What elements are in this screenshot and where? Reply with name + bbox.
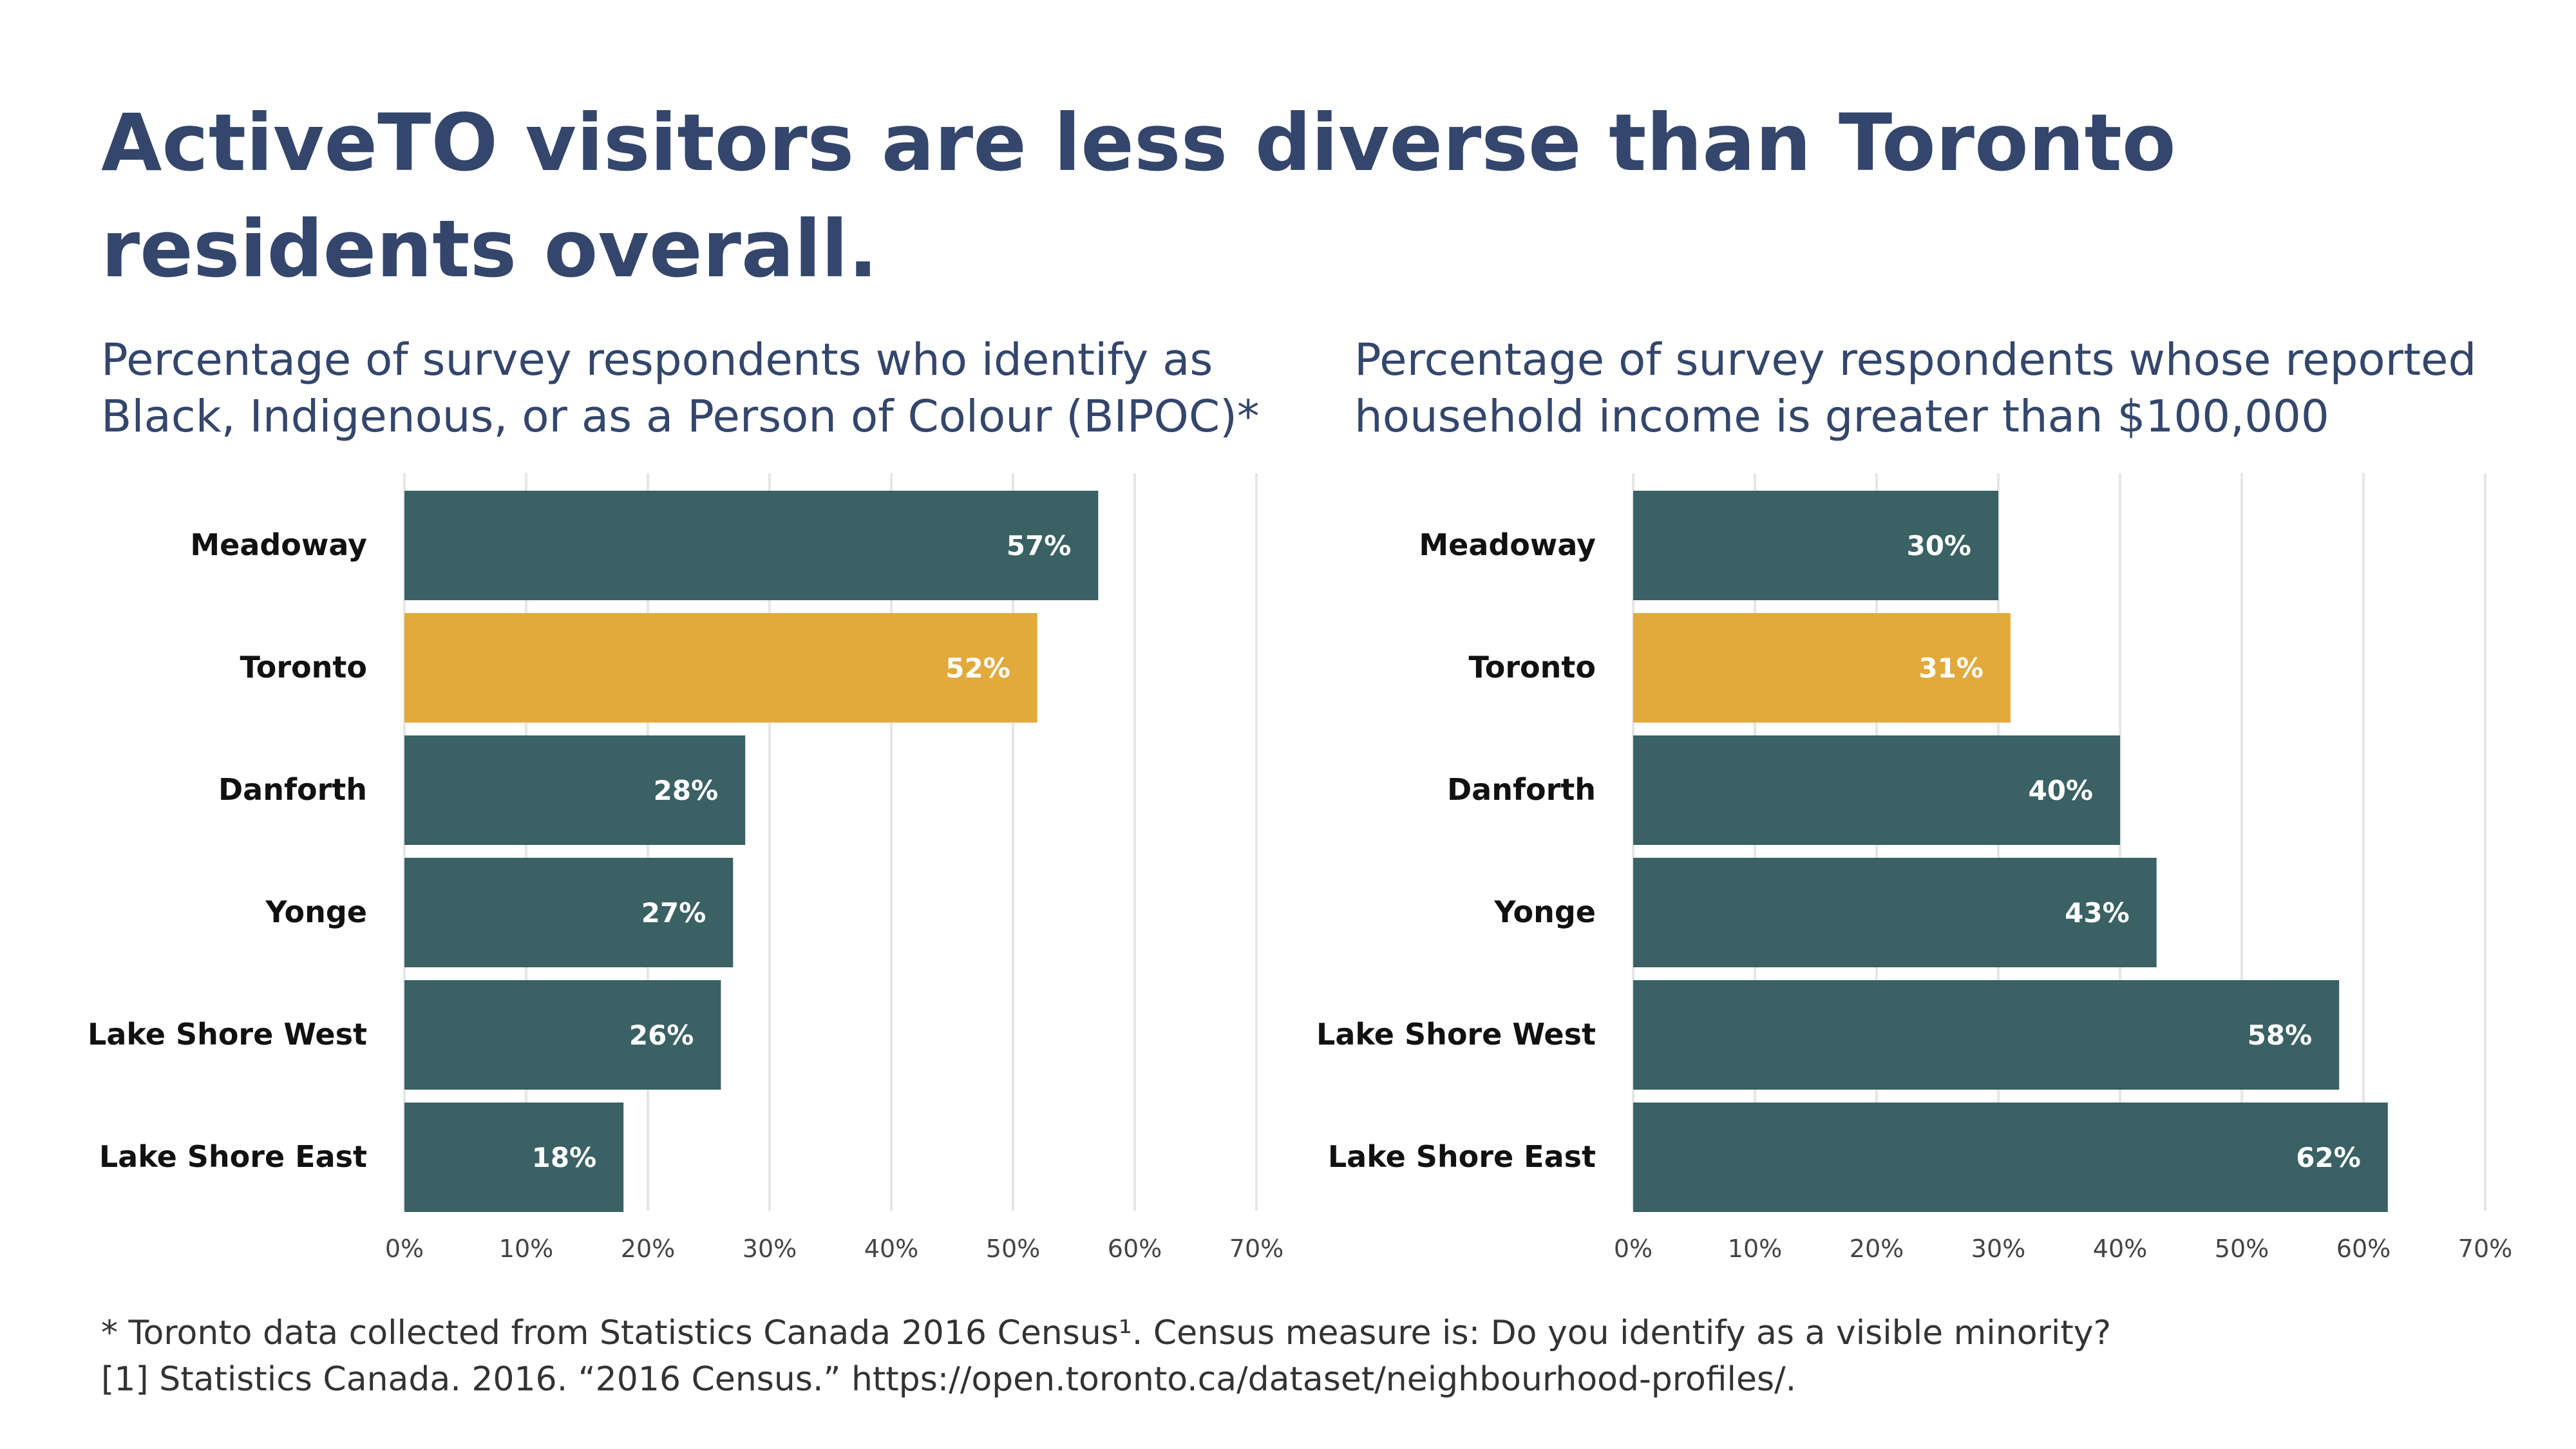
income-bar-chart: 0% 10% 20% 30% 40% 50% 60% 70% Meadoway 30% Toront… xyxy=(1316,473,2512,1263)
income-x-tick-label: 50% xyxy=(2215,1235,2269,1263)
bipoc-category-label: Toronto xyxy=(240,650,368,685)
income-x-tick-label: 10% xyxy=(1728,1235,1782,1263)
income-x-tick-label: 30% xyxy=(1971,1235,2025,1263)
page-title: ActiveTO visitors are less diverse than … xyxy=(101,97,2176,295)
bipoc-category-label: Lake Shore East xyxy=(99,1139,367,1174)
income-value-label: 58% xyxy=(2248,1019,2313,1051)
bipoc-bar-yonge xyxy=(404,858,734,967)
income-value-label: 30% xyxy=(1906,530,1971,562)
income-x-tick-label: 0% xyxy=(1614,1235,1653,1263)
income-category-label: Yonge xyxy=(1493,895,1596,929)
income-category-label: Meadoway xyxy=(1419,527,1596,562)
bipoc-value-label: 27% xyxy=(641,897,706,929)
chart-subtitle-income: Percentage of survey respondents whose r… xyxy=(1354,334,2477,442)
bipoc-category-label: Lake Shore West xyxy=(88,1017,367,1052)
income-value-label: 31% xyxy=(1918,652,1984,684)
bipoc-category-label: Yonge xyxy=(265,895,367,929)
income-bar-lake-shore-west xyxy=(1633,980,2340,1090)
bipoc-x-tick-label: 30% xyxy=(743,1235,797,1263)
income-bar-yonge xyxy=(1633,858,2157,967)
chart-subtitle-bipoc: Percentage of survey respondents who ide… xyxy=(101,334,1260,442)
bipoc-x-tick-label: 60% xyxy=(1108,1235,1162,1263)
income-x-tick-label: 20% xyxy=(1850,1235,1904,1263)
bipoc-bar-toronto xyxy=(404,613,1037,723)
income-bar-meadoway xyxy=(1633,491,1998,600)
bipoc-x-tick-label: 40% xyxy=(864,1235,918,1263)
income-x-tick-label: 40% xyxy=(2093,1235,2147,1263)
income-category-label: Lake Shore West xyxy=(1316,1017,1596,1052)
bipoc-bar-chart: 0% 10% 20% 30% 40% 50% 60% 70% Meadoway 57% Toront… xyxy=(88,473,1283,1263)
bipoc-x-tick-label: 50% xyxy=(986,1235,1040,1263)
income-category-label: Toronto xyxy=(1469,650,1596,685)
income-bar-danforth xyxy=(1633,735,2120,845)
bipoc-bar-lake-shore-east xyxy=(404,1103,624,1212)
bipoc-bar-lake-shore-west xyxy=(404,980,721,1090)
income-value-label: 62% xyxy=(2296,1142,2361,1173)
footnote-census: * Toronto data collected from Statistics… xyxy=(101,1314,2112,1352)
income-value-label: 43% xyxy=(2065,897,2130,929)
income-category-label: Lake Shore East xyxy=(1328,1139,1596,1174)
bipoc-x-tick-label: 70% xyxy=(1229,1235,1283,1263)
bipoc-value-label: 18% xyxy=(532,1142,597,1173)
bipoc-category-label: Meadoway xyxy=(190,527,367,562)
income-bar-lake-shore-east xyxy=(1633,1103,2388,1212)
bipoc-value-label: 57% xyxy=(1007,530,1072,562)
income-bar-toronto xyxy=(1633,613,2011,723)
bipoc-category-label: Danforth xyxy=(218,772,367,807)
bipoc-x-tick-label: 0% xyxy=(385,1235,424,1263)
bipoc-x-tick-label: 20% xyxy=(621,1235,675,1263)
bipoc-bar-danforth xyxy=(404,735,746,845)
bipoc-x-tick-label: 10% xyxy=(499,1235,553,1263)
income-x-tick-label: 70% xyxy=(2458,1235,2512,1263)
income-value-label: 40% xyxy=(2028,775,2093,806)
footnote-citation: [1] Statistics Canada. 2016. “2016 Censu… xyxy=(101,1360,1797,1399)
bipoc-bar-meadoway xyxy=(404,491,1099,600)
bipoc-value-label: 26% xyxy=(629,1019,694,1051)
bipoc-value-label: 28% xyxy=(654,775,719,806)
income-x-tick-label: 60% xyxy=(2336,1235,2391,1263)
income-category-label: Danforth xyxy=(1447,772,1596,807)
bipoc-value-label: 52% xyxy=(945,652,1010,684)
